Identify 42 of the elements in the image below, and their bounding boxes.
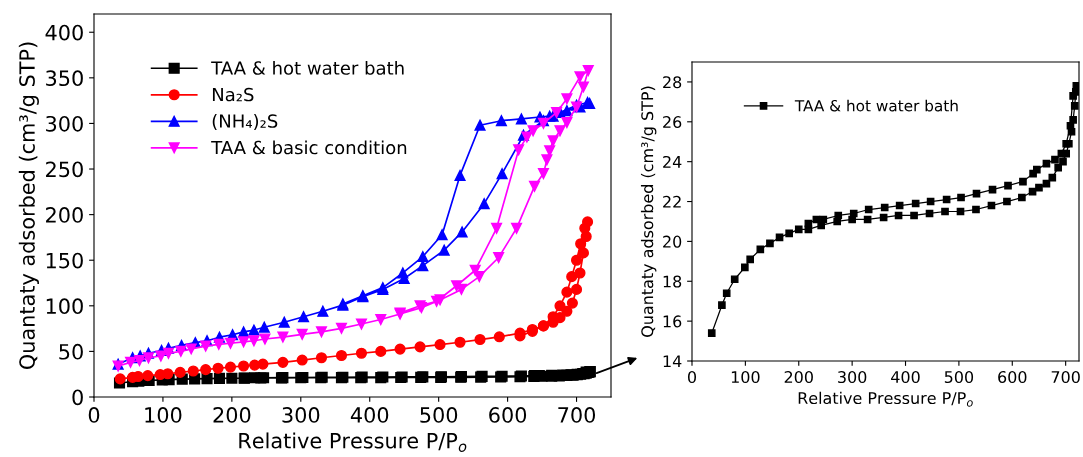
x-tick-label: 200 <box>213 407 251 423</box>
y-tick-label: 400 <box>45 24 83 41</box>
x-tick-label: 600 <box>489 407 527 423</box>
y-tick-label: 100 <box>46 298 83 315</box>
y-tick-label: 16 <box>663 315 682 328</box>
x-tick-label: 300 <box>838 371 867 384</box>
y-tick-label: 22 <box>663 195 681 208</box>
legend-label: (NH₄)₂S <box>212 113 278 130</box>
y-tick-label: 300 <box>46 115 83 132</box>
x-tick-label: 100 <box>731 371 760 384</box>
y-tick-label: 50 <box>59 343 83 360</box>
y-tick-label: 18 <box>663 275 682 288</box>
x-tick-label: 400 <box>891 371 920 384</box>
x-tick-label: 300 <box>282 407 320 423</box>
x-tick-label: 700 <box>558 407 596 423</box>
legend-label: TAA & basic condition <box>211 140 407 155</box>
legend-label: TAA & hot water bath <box>211 60 404 75</box>
x-tick-label: 600 <box>998 371 1027 384</box>
x-tick-label: 200 <box>784 371 813 384</box>
y-tick-label: 350 <box>46 70 83 87</box>
y-tick-label: 200 <box>46 207 83 223</box>
y-tick-label: 250 <box>46 161 83 178</box>
y-tick-label: 20 <box>663 235 682 248</box>
x-tick-label: 0 <box>687 371 697 384</box>
y-tick-label: 14 <box>663 355 682 368</box>
y-tick-label: 0 <box>72 389 83 406</box>
legend-label: TAA & hot water bath <box>794 99 958 112</box>
legend-label: Na₂S <box>212 87 254 102</box>
y-tick-label: 28 <box>663 76 682 89</box>
y-tick-label: 26 <box>663 116 682 129</box>
y-axis-title: Quantaty adsorbed (cm³/g STP) <box>18 42 39 370</box>
x-axis-title: Relative Pressure P/P$_{o}$ <box>239 432 467 452</box>
x-axis-title: Relative Pressure P/P$_{o}$ <box>798 391 973 407</box>
x-tick-label: 0 <box>88 407 100 423</box>
x-tick-label: 700 <box>1051 371 1080 384</box>
y-axis-title: Quantaty adsorbed (cm³/g STP) <box>640 86 657 337</box>
x-tick-label: 400 <box>350 407 389 423</box>
x-tick-label: 500 <box>944 371 974 384</box>
y-tick-label: 24 <box>663 155 682 168</box>
x-tick-label: 100 <box>145 407 182 423</box>
y-tick-label: 150 <box>46 252 83 269</box>
x-tick-label: 500 <box>420 407 458 423</box>
